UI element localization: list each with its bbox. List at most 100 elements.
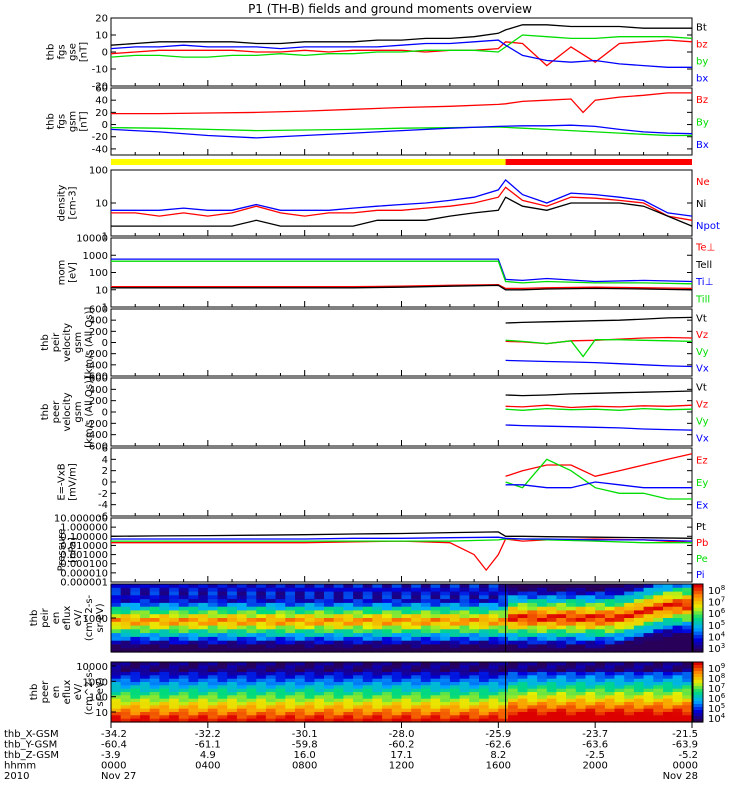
spectrogram-cell	[488, 715, 499, 720]
spectrogram-cell	[217, 644, 228, 649]
spectrogram-cell	[527, 587, 538, 593]
spectrogram-cell	[585, 688, 596, 693]
spectrogram-cell	[440, 618, 451, 623]
spectrogram-cell	[411, 715, 422, 720]
spectrogram-cell	[595, 698, 606, 703]
spectrogram-cell	[285, 718, 296, 723]
spectrogram-cell	[217, 675, 228, 680]
spectrogram-cell	[498, 675, 509, 680]
spectrogram-cell	[498, 718, 509, 723]
colorbar-cell	[693, 683, 703, 687]
spectrogram-cell	[430, 688, 441, 693]
spectrogram-cell	[537, 595, 548, 600]
spectrogram-cell	[285, 633, 296, 638]
spectrogram-cell	[682, 640, 693, 646]
spectrogram-cell	[488, 718, 499, 723]
spectrogram-cell	[566, 712, 577, 716]
spectrogram-cell	[469, 610, 480, 615]
spectrogram-cell	[198, 595, 209, 600]
spectrogram-cell	[624, 633, 635, 638]
spectrogram-cell	[469, 698, 480, 703]
spectrogram-cell	[236, 685, 248, 690]
spectrogram-cell	[498, 610, 509, 615]
spectrogram-cell	[140, 621, 151, 627]
series-line-Ni	[111, 196, 693, 227]
spectrogram-cell	[159, 644, 170, 649]
spectrogram-cell	[372, 682, 383, 686]
ytick-label: 4	[102, 455, 108, 466]
spectrogram-cell	[227, 591, 238, 596]
spectrogram-cell	[227, 610, 238, 615]
spectrogram-cell	[188, 584, 199, 589]
spectrogram-cell	[440, 591, 451, 596]
spectrogram-cell	[508, 621, 519, 627]
spectrogram-cell	[488, 648, 499, 653]
spectrogram-cell	[246, 685, 257, 690]
spectrogram-cell	[566, 685, 577, 690]
series-line-Te⊥	[111, 283, 693, 290]
panel-ylabel-line: thb	[46, 113, 57, 130]
spectrogram-cell	[256, 678, 267, 683]
spectrogram-cell	[295, 591, 306, 596]
spectrogram-cell	[575, 695, 587, 700]
colorbar-frame	[692, 583, 704, 653]
spectrogram-cell	[188, 678, 199, 683]
spectrogram-cell	[459, 636, 470, 642]
spectrogram-cell	[469, 640, 480, 646]
spectrogram-cell	[624, 698, 635, 703]
spectrogram-cell	[111, 682, 122, 686]
spectrogram-cell	[227, 606, 238, 612]
spectrogram-cell	[459, 718, 470, 723]
spectrogram-cell	[324, 685, 335, 690]
spectrogram-cell	[682, 682, 693, 686]
colorbar-label: 108	[708, 672, 725, 685]
spectrogram-cell	[527, 705, 538, 710]
spectrogram-cell	[314, 587, 325, 593]
spectrogram-cell	[459, 702, 470, 706]
spectrogram-cell	[633, 584, 645, 589]
spectrogram-cell	[585, 595, 596, 600]
colorbar-cell	[693, 604, 703, 609]
spectrogram-cell	[275, 708, 286, 713]
spectrogram-cell	[140, 636, 151, 642]
spectrogram-cell	[479, 698, 490, 703]
spectrogram-cell	[149, 602, 160, 608]
spectrogram-cell	[343, 678, 354, 683]
spectrogram-cell	[275, 678, 286, 683]
spectrogram-cell	[566, 640, 577, 646]
spectrogram-cell	[275, 587, 286, 593]
spectrogram-cell	[362, 636, 374, 642]
ytick-label: 100	[89, 693, 108, 704]
spectrogram-cell	[140, 712, 151, 716]
spectrogram-cell	[256, 629, 267, 634]
time-row-value: -62.6	[485, 740, 511, 751]
spectrogram-cell	[420, 636, 432, 642]
spectrogram-cell	[537, 682, 548, 686]
spectrogram-cell	[498, 648, 509, 653]
spectrogram-cell	[546, 662, 558, 666]
spectrogram-cell	[324, 625, 335, 630]
colorbar-cell	[693, 671, 703, 675]
colorbar-cell	[693, 707, 703, 711]
spectrogram-cell	[498, 636, 509, 642]
spectrogram-cell	[595, 614, 606, 619]
spectrogram-cell	[382, 633, 393, 638]
spectrogram-cell	[372, 644, 383, 649]
spectrogram-cell	[391, 685, 403, 690]
spectrogram-cell	[188, 702, 199, 706]
spectrogram-cell	[236, 640, 248, 646]
spectrogram-cell	[411, 648, 422, 653]
spectrogram-cell	[217, 602, 228, 608]
colorbar-cell	[693, 631, 703, 636]
spectrogram-cell	[188, 587, 199, 593]
series-line-Vy	[505, 407, 693, 411]
spectrogram-cell	[256, 705, 267, 710]
spectrogram-cell	[508, 606, 519, 612]
spectrogram-cell	[469, 606, 480, 612]
spectrogram-cell	[556, 698, 567, 703]
spectrogram-cell	[682, 715, 693, 720]
spectrogram-cell	[517, 595, 528, 600]
spectrogram-cell	[207, 640, 219, 646]
spectrogram-cell	[488, 695, 499, 700]
spectrogram-cell	[130, 595, 141, 600]
